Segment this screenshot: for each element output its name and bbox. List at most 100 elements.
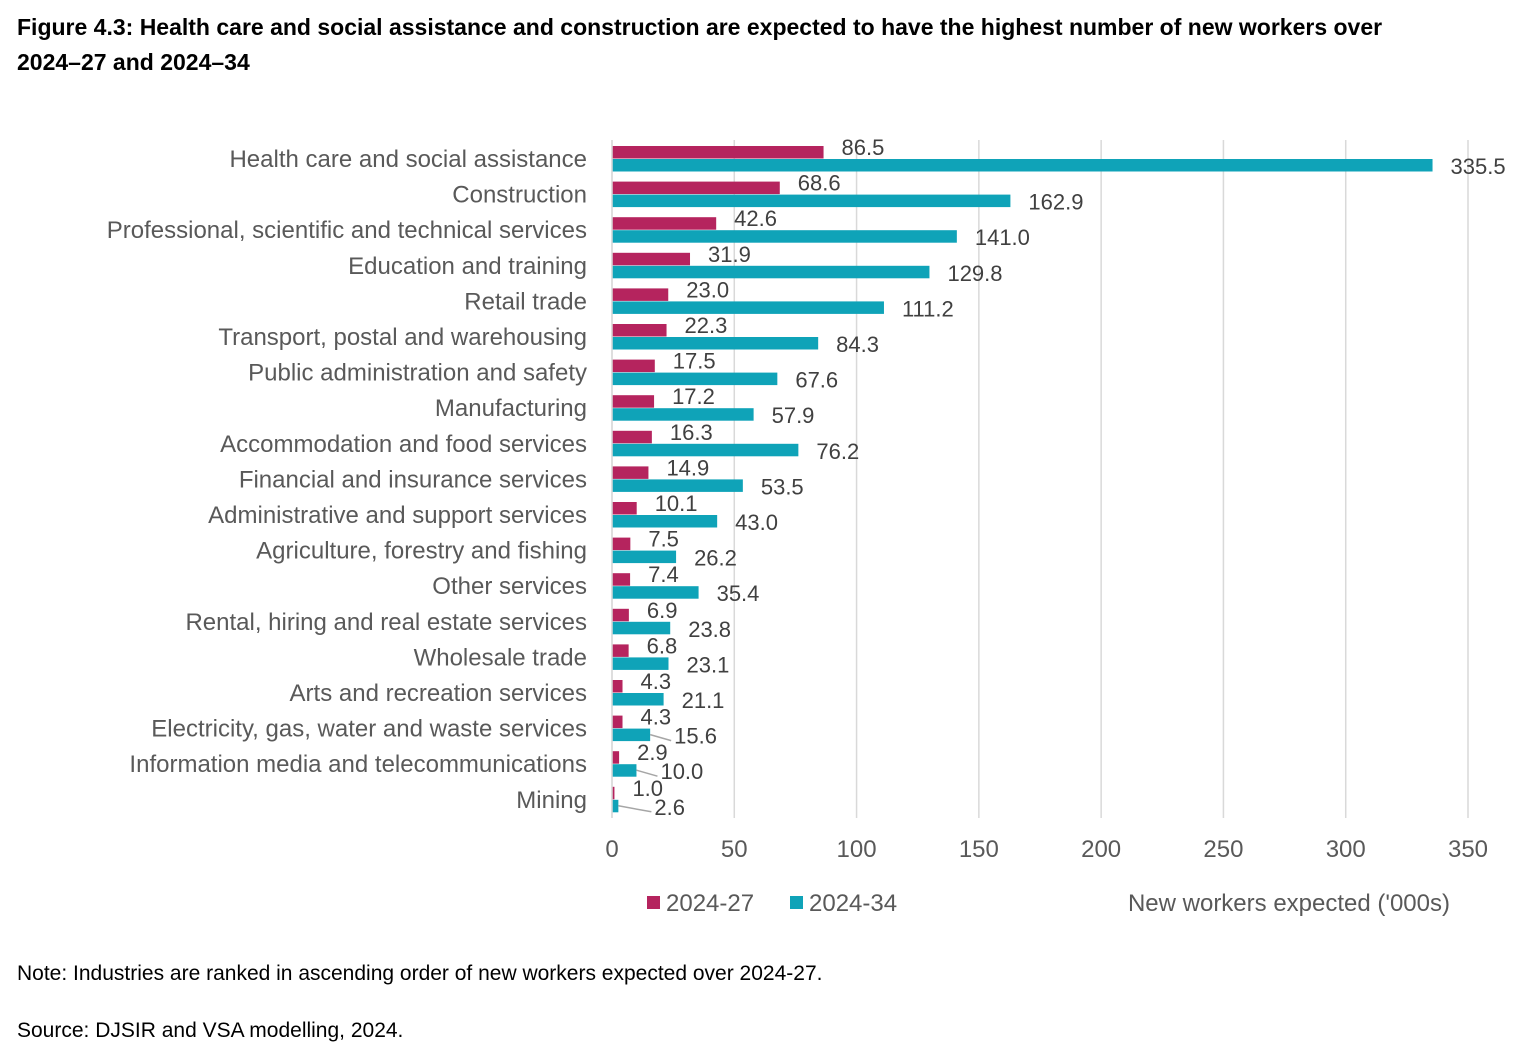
bar-2024-27 bbox=[612, 217, 717, 230]
bar-2024-27 bbox=[612, 751, 620, 764]
category-label: Education and training bbox=[348, 253, 587, 280]
category-label: Health care and social assistance bbox=[229, 146, 587, 173]
data-label: 76.2 bbox=[816, 439, 859, 464]
bar-2024-34 bbox=[612, 372, 778, 386]
category-label: Information media and telecommunications bbox=[129, 751, 587, 778]
data-label: 42.6 bbox=[734, 206, 777, 231]
bar-2024-34 bbox=[612, 301, 884, 314]
category-label: Accommodation and food services bbox=[220, 431, 587, 458]
data-label: 162.9 bbox=[1028, 190, 1083, 215]
bar-2024-27 bbox=[612, 430, 652, 444]
data-label: 17.2 bbox=[672, 384, 715, 409]
bar-2024-34 bbox=[612, 515, 718, 528]
data-label: 14.9 bbox=[666, 455, 709, 480]
category-label: Mining bbox=[516, 787, 587, 814]
x-tick-label: 0 bbox=[605, 836, 618, 863]
bar-2024-34 bbox=[612, 159, 1433, 172]
data-label: 7.5 bbox=[648, 527, 679, 552]
bar-2024-34 bbox=[612, 657, 669, 670]
bar-2024-34 bbox=[612, 764, 637, 777]
leader-line bbox=[649, 733, 672, 742]
x-tick-label: 150 bbox=[959, 836, 999, 863]
category-label: Construction bbox=[452, 182, 587, 209]
data-label: 6.9 bbox=[647, 598, 678, 623]
data-label: 10.1 bbox=[655, 491, 698, 516]
bar-2024-27 bbox=[612, 537, 631, 551]
bar-2024-27 bbox=[612, 324, 667, 337]
bar-2024-34 bbox=[612, 265, 930, 279]
bar-2024-27 bbox=[612, 146, 824, 159]
data-label: 84.3 bbox=[836, 332, 879, 357]
bar-2024-34 bbox=[612, 586, 699, 599]
data-label: 26.2 bbox=[694, 546, 737, 571]
data-label: 22.3 bbox=[685, 313, 728, 338]
x-tick-label: 200 bbox=[1081, 836, 1121, 863]
bar-2024-34 bbox=[612, 337, 819, 350]
bar-2024-27 bbox=[612, 680, 623, 693]
data-label: 43.0 bbox=[735, 510, 778, 535]
bar-2024-27 bbox=[612, 573, 631, 586]
category-label: Wholesale trade bbox=[414, 644, 587, 671]
bar-2024-34 bbox=[612, 693, 664, 706]
data-label: 2.6 bbox=[654, 795, 685, 820]
category-label: Electricity, gas, water and waste servic… bbox=[151, 716, 587, 743]
x-tick-label: 50 bbox=[721, 836, 748, 863]
data-label: 4.3 bbox=[641, 669, 672, 694]
data-label: 57.9 bbox=[772, 403, 815, 428]
bar-2024-27 bbox=[612, 466, 649, 479]
bar-2024-34 bbox=[612, 479, 743, 492]
chart-note: Note: Industries are ranked in ascending… bbox=[17, 962, 823, 985]
x-tick-label: 250 bbox=[1203, 836, 1243, 863]
legend-label: 2024-34 bbox=[809, 890, 897, 917]
x-axis-title: New workers expected ('000s) bbox=[1128, 890, 1450, 917]
category-label: Transport, postal and warehousing bbox=[218, 324, 587, 351]
category-label: Other services bbox=[432, 573, 587, 600]
bar-2024-27 bbox=[612, 502, 637, 515]
data-label: 23.0 bbox=[686, 277, 729, 302]
bar-2024-27 bbox=[612, 252, 691, 266]
category-label: Retail trade bbox=[464, 288, 587, 315]
bar-2024-27 bbox=[612, 715, 623, 729]
leader-line bbox=[618, 805, 652, 813]
legend-label: 2024-27 bbox=[666, 890, 754, 917]
bar-2024-27 bbox=[612, 608, 629, 622]
data-label: 335.5 bbox=[1451, 154, 1506, 179]
data-label: 17.5 bbox=[673, 349, 716, 374]
figure-title: Figure 4.3: Health care and social assis… bbox=[17, 14, 1383, 75]
bar-2024-34 bbox=[612, 408, 754, 421]
bar-2024-34 bbox=[612, 550, 677, 564]
chart-source: Source: DJSIR and VSA modelling, 2024. bbox=[17, 1019, 404, 1042]
data-label: 23.8 bbox=[688, 617, 731, 642]
bar-2024-34 bbox=[612, 194, 1011, 208]
category-label: Public administration and safety bbox=[248, 360, 587, 387]
category-label: Agriculture, forestry and fishing bbox=[256, 538, 587, 565]
bar-2024-34 bbox=[612, 728, 651, 742]
x-tick-label: 350 bbox=[1448, 836, 1488, 863]
x-tick-label: 300 bbox=[1326, 836, 1366, 863]
bar-2024-27 bbox=[612, 644, 629, 657]
data-label: 21.1 bbox=[682, 688, 725, 713]
data-label: 35.4 bbox=[717, 581, 760, 606]
x-tick-label: 100 bbox=[837, 836, 877, 863]
data-label: 68.6 bbox=[798, 171, 841, 196]
bar-2024-34 bbox=[612, 799, 619, 813]
data-label: 6.8 bbox=[647, 633, 678, 658]
bar-2024-27 bbox=[612, 395, 655, 408]
data-label: 67.6 bbox=[795, 368, 838, 393]
category-label: Professional, scientific and technical s… bbox=[107, 217, 587, 244]
category-label: Manufacturing bbox=[435, 395, 587, 422]
category-label: Financial and insurance services bbox=[239, 466, 587, 493]
data-label: 15.6 bbox=[674, 724, 717, 749]
bar-2024-34 bbox=[612, 230, 957, 243]
bar-2024-34 bbox=[612, 621, 671, 635]
category-label: Rental, hiring and real estate services bbox=[185, 609, 587, 636]
data-label: 7.4 bbox=[648, 562, 679, 587]
data-label: 129.8 bbox=[947, 261, 1002, 286]
bar-2024-27 bbox=[612, 288, 669, 301]
bar-2024-27 bbox=[612, 786, 615, 800]
data-label: 2.9 bbox=[637, 740, 668, 765]
data-label: 4.3 bbox=[641, 705, 672, 730]
data-label: 10.0 bbox=[660, 759, 703, 784]
data-label: 23.1 bbox=[686, 652, 729, 677]
